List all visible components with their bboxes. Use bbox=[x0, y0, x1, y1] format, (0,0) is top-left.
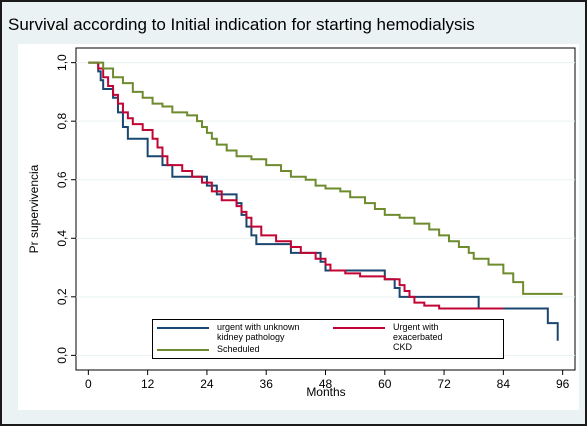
y-tick-label: 0,8 bbox=[55, 113, 69, 130]
legend-swatch bbox=[333, 327, 385, 329]
legend: urgent with unknown kidney pathology Urge… bbox=[152, 319, 504, 359]
y-tick-label: 1,0 bbox=[55, 54, 69, 71]
legend-item: urgent with unknown kidney pathology bbox=[157, 322, 317, 342]
survival-curve bbox=[88, 61, 563, 295]
legend-swatch bbox=[157, 349, 209, 351]
x-tick-label: 96 bbox=[556, 377, 570, 391]
x-tick-label: 48 bbox=[319, 377, 333, 391]
x-tick-label: 84 bbox=[497, 377, 511, 391]
x-tick-label: 36 bbox=[260, 377, 274, 391]
x-axis-title: Months bbox=[306, 385, 345, 399]
legend-label: Scheduled bbox=[217, 344, 260, 354]
legend-item: Urgent with exacerbated CKD bbox=[333, 322, 453, 352]
y-tick-label: 0,4 bbox=[55, 230, 69, 247]
y-axis-title: Pr supervivencia bbox=[27, 164, 41, 253]
x-tick-label: 0 bbox=[85, 377, 92, 391]
legend-swatch bbox=[157, 327, 209, 329]
x-tick-label: 24 bbox=[200, 377, 214, 391]
legend-item: Scheduled bbox=[157, 344, 317, 354]
x-tick-label: 72 bbox=[437, 377, 451, 391]
legend-label: urgent with unknown kidney pathology bbox=[217, 322, 300, 342]
y-tick-label: 0,2 bbox=[55, 288, 69, 305]
chart-title: Survival according to Initial indication… bbox=[8, 15, 475, 34]
y-tick-label: 0,6 bbox=[55, 171, 69, 188]
x-tick-label: 60 bbox=[378, 377, 392, 391]
legend-label: Urgent with exacerbated CKD bbox=[393, 322, 443, 352]
survival-curve bbox=[88, 61, 504, 310]
x-tick-label: 12 bbox=[141, 377, 155, 391]
y-tick-label: 0,0 bbox=[55, 347, 69, 364]
